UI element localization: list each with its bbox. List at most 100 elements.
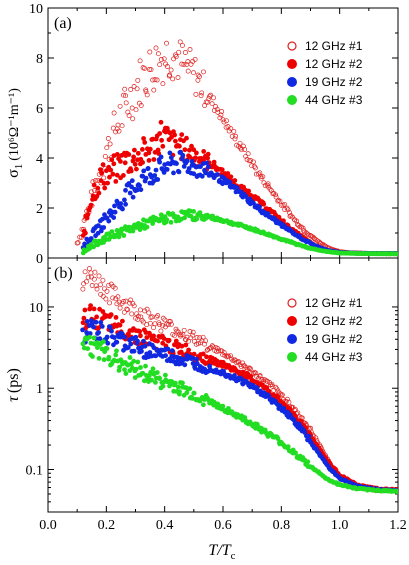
data-point xyxy=(98,167,103,173)
data-point xyxy=(154,77,160,83)
x-tick-label: 0.8 xyxy=(273,518,291,533)
data-point xyxy=(209,101,215,107)
data-point xyxy=(98,178,104,184)
data-point xyxy=(228,353,234,359)
data-point xyxy=(205,151,211,157)
legend-label: 12 GHz #2 xyxy=(305,57,363,71)
data-point xyxy=(158,154,164,160)
data-point xyxy=(123,93,129,99)
data-point xyxy=(110,295,116,301)
data-point xyxy=(273,192,279,198)
data-point xyxy=(122,367,127,372)
data-point xyxy=(285,444,291,450)
data-point xyxy=(80,286,86,292)
data-point xyxy=(129,311,135,317)
data-point xyxy=(127,190,133,196)
data-point xyxy=(133,366,139,372)
data-point xyxy=(91,335,97,341)
data-point xyxy=(174,161,179,167)
data-point xyxy=(93,178,98,184)
data-point xyxy=(75,240,81,246)
data-point xyxy=(219,109,225,114)
data-point xyxy=(177,39,183,45)
data-point xyxy=(140,147,145,152)
data-point xyxy=(214,172,220,177)
data-point xyxy=(252,369,257,375)
data-point xyxy=(147,146,153,152)
data-point xyxy=(214,106,220,112)
data-point xyxy=(254,385,260,391)
data-point xyxy=(97,282,103,288)
data-point xyxy=(126,181,132,186)
data-point xyxy=(130,228,136,234)
data-point xyxy=(85,346,91,351)
data-point xyxy=(138,333,143,339)
data-point xyxy=(275,436,281,442)
data-point xyxy=(111,161,117,167)
data-point xyxy=(125,345,131,350)
data-point xyxy=(187,47,193,52)
data-point xyxy=(191,171,197,177)
data-point xyxy=(139,348,144,354)
data-point xyxy=(89,318,94,324)
data-point xyxy=(194,335,200,340)
data-point xyxy=(151,157,157,162)
data-point xyxy=(143,87,149,93)
data-point xyxy=(160,81,166,87)
x-tick-label: 0.0 xyxy=(39,518,57,533)
data-point xyxy=(117,103,123,109)
data-point xyxy=(80,320,86,326)
series-12-ghz-1 xyxy=(74,39,398,257)
data-point xyxy=(84,319,90,324)
data-point xyxy=(157,159,163,165)
data-point xyxy=(143,175,149,181)
data-point xyxy=(158,57,164,62)
data-point xyxy=(190,355,196,361)
data-point xyxy=(148,315,154,320)
data-point xyxy=(142,65,147,71)
data-point xyxy=(221,119,227,125)
data-point xyxy=(281,406,287,411)
data-point xyxy=(181,327,187,333)
data-point xyxy=(125,307,131,313)
data-point xyxy=(201,402,206,408)
data-point xyxy=(246,188,252,194)
data-point xyxy=(119,331,125,337)
data-point xyxy=(216,348,222,354)
data-point xyxy=(229,133,235,139)
data-point xyxy=(252,165,258,171)
series-44-ghz-3 xyxy=(80,334,398,495)
y-tick-label: 0 xyxy=(36,252,43,267)
data-point xyxy=(173,54,179,60)
data-point xyxy=(120,318,125,324)
data-point xyxy=(122,86,128,92)
data-point xyxy=(253,171,259,177)
data-point xyxy=(88,270,94,276)
data-point xyxy=(191,351,197,357)
data-point xyxy=(146,150,152,156)
data-point xyxy=(184,135,189,141)
data-point xyxy=(178,332,184,338)
data-point xyxy=(174,328,180,334)
data-point xyxy=(123,371,129,376)
data-point xyxy=(241,363,247,369)
data-point xyxy=(317,240,323,246)
data-point xyxy=(182,215,188,221)
data-point xyxy=(167,319,173,324)
data-point xyxy=(171,170,176,176)
data-point xyxy=(131,348,137,354)
data-point xyxy=(163,353,169,358)
data-point xyxy=(213,104,219,110)
data-point xyxy=(168,67,174,73)
data-point xyxy=(186,166,192,171)
data-point xyxy=(305,459,311,465)
data-point xyxy=(237,140,243,146)
data-point xyxy=(285,207,291,213)
data-point xyxy=(130,300,136,306)
data-point xyxy=(156,151,162,156)
data-point xyxy=(188,213,194,219)
data-point xyxy=(151,87,157,93)
data-point xyxy=(199,90,205,96)
data-point xyxy=(99,324,105,329)
data-point xyxy=(134,86,140,92)
